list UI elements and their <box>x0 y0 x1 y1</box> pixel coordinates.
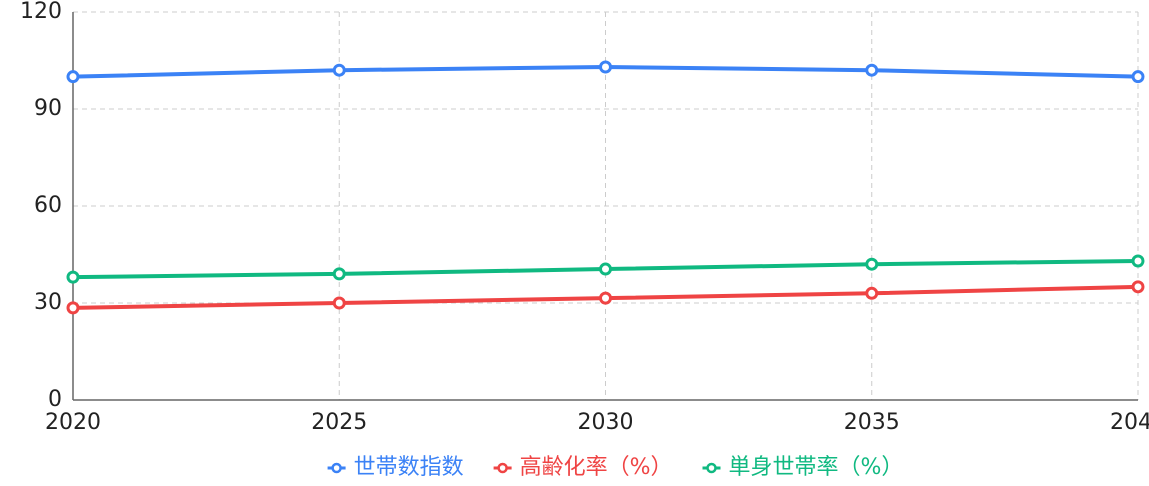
data-point <box>332 63 346 77</box>
x-tick-label: 2025 <box>311 410 367 435</box>
data-point <box>332 267 346 281</box>
data-point <box>599 262 612 276</box>
data-point <box>599 291 612 305</box>
legend-label: 世帯数指数 <box>354 455 464 480</box>
x-tick-label: 2030 <box>578 410 634 435</box>
data-point <box>1131 70 1145 84</box>
data-point <box>66 301 80 315</box>
legend-label: 高齢化率（%） <box>520 455 673 480</box>
data-point <box>599 60 612 74</box>
legend-marker <box>331 462 342 474</box>
legend-item: 世帯数指数 <box>327 455 464 480</box>
legend-item: 高齢化率（%） <box>493 455 673 480</box>
legend-marker <box>706 462 717 474</box>
y-tick-label: 120 <box>20 0 62 24</box>
data-point <box>1131 254 1145 268</box>
legend: 世帯数指数 高齢化率（%） 単身世帯率（%） <box>327 455 904 480</box>
data-point <box>66 270 80 284</box>
y-tick-label: 30 <box>34 290 62 315</box>
data-point <box>1131 280 1145 294</box>
x-tick-label: 2035 <box>844 410 900 435</box>
x-tick-label: 2020 <box>45 410 101 435</box>
legend-item: 単身世帯率（%） <box>702 455 904 480</box>
y-tick-label: 0 <box>48 387 62 412</box>
data-point <box>865 257 879 271</box>
legend-label: 単身世帯率（%） <box>729 455 904 480</box>
x-tick-label: 2040 <box>1110 410 1149 435</box>
y-tick-label: 90 <box>34 96 62 121</box>
y-tick-label: 60 <box>34 193 62 218</box>
legend-marker <box>497 462 508 474</box>
data-point <box>865 63 879 77</box>
data-point <box>332 296 346 310</box>
data-point <box>66 70 80 84</box>
data-point <box>865 286 879 300</box>
